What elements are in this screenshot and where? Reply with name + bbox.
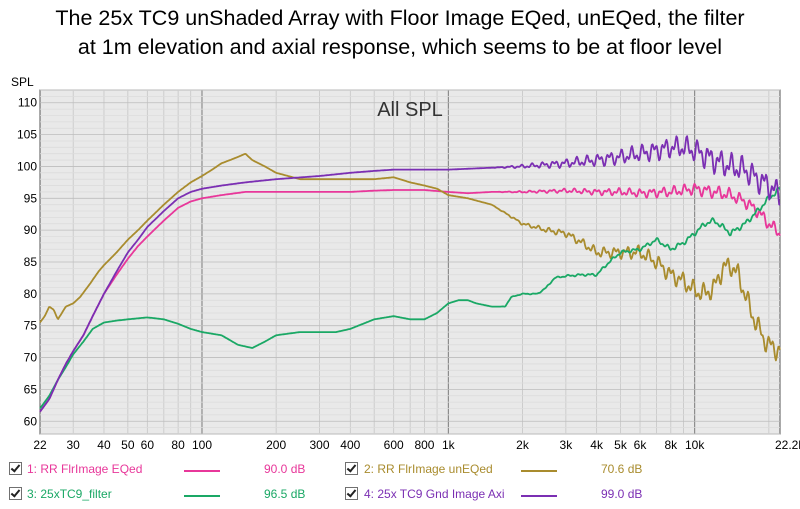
legend-swatch-1: [184, 470, 220, 472]
legend-value-3: 96.5 dB: [264, 487, 306, 501]
chart-title: The 25x TC9 unShaded Array with Floor Im…: [0, 4, 800, 62]
x-tick-label: 50: [121, 438, 135, 452]
series-curve-4: [39, 135, 781, 413]
legend-label-3: 3: 25xTC9_filter: [27, 487, 112, 501]
x-tick-label: 80: [171, 438, 185, 452]
x-tick-label: 600: [384, 438, 404, 452]
x-tick-label: 6k: [634, 438, 648, 452]
x-tick-label: 60: [141, 438, 155, 452]
legend-label-2: 2: RR FlrImage unEQed: [364, 462, 493, 476]
x-tick-label: 100: [192, 438, 212, 452]
spl-plot[interactable]: All SPL SPL 60 65 70 75 80 85 90 95 100 105 110 22 3…: [0, 0, 800, 460]
legend-swatch-4: [521, 495, 557, 497]
x-tick-label: 4k: [590, 438, 604, 452]
y-tick-label: 70: [24, 351, 38, 365]
x-tick-label: 300: [310, 438, 330, 452]
y-tick-label: 95: [24, 191, 38, 205]
x-tick-label: 3k: [560, 438, 574, 452]
curves: [39, 135, 781, 413]
legend-checkbox-4[interactable]: [345, 487, 358, 500]
plot-overlay-title: All SPL: [377, 99, 443, 121]
chart-title-line1: The 25x TC9 unShaded Array with Floor Im…: [55, 6, 745, 30]
legend-checkbox-1[interactable]: [9, 462, 22, 475]
series-curve-1: [39, 182, 781, 413]
legend-row-2: 3: 25xTC9_filter 96.5 dB 4: 25x TC9 Gnd …: [0, 484, 800, 504]
legend-swatch-2: [521, 470, 557, 472]
y-axis-label: SPL: [11, 75, 34, 89]
legend-label-1: 1: RR FlrImage EQed: [27, 462, 143, 476]
legend-label-4: 4: 25x TC9 Gnd Image Axi: [364, 487, 505, 501]
y-tick-label: 100: [17, 159, 37, 173]
x-tick-label: 2k: [516, 438, 530, 452]
x-tick-label: 400: [340, 438, 360, 452]
x-tick-label: 1k: [442, 438, 456, 452]
legend-checkbox-3[interactable]: [9, 487, 22, 500]
y-tick-label: 105: [17, 128, 37, 142]
legend-value-2: 70.6 dB: [601, 462, 643, 476]
y-tick-label: 80: [24, 287, 38, 301]
x-tick-label: 200: [266, 438, 286, 452]
x-tick-label: 5k: [614, 438, 628, 452]
axis-ticks: 60 65 70 75 80 85 90 95 100 105 110 22 30 40 50 60 80 100…: [17, 96, 800, 452]
legend-checkbox-2[interactable]: [345, 462, 358, 475]
chart-title-line2: at 1m elevation and axial response, whic…: [77, 35, 723, 59]
series-curve-3: [39, 186, 781, 410]
legend-swatch-3: [184, 495, 220, 497]
y-tick-label: 60: [24, 414, 38, 428]
legend-value-4: 99.0 dB: [601, 487, 643, 501]
x-tick-label: 30: [67, 438, 81, 452]
y-tick-label: 90: [24, 223, 38, 237]
x-tick-label: 8k: [664, 438, 678, 452]
x-tick-label: 22: [33, 438, 47, 452]
x-tick-label: 800: [414, 438, 434, 452]
grid: [40, 89, 780, 435]
x-tick-label: 40: [97, 438, 111, 452]
legend-value-1: 90.0 dB: [264, 462, 306, 476]
y-tick-label: 65: [24, 382, 38, 396]
x-tick-label: 10k: [685, 438, 705, 452]
series-curve-2: [39, 153, 781, 362]
y-tick-label: 110: [18, 96, 37, 110]
x-tick-label: 22.2kHz: [775, 438, 800, 452]
legend-row-1: 1: RR FlrImage EQed 90.0 dB 2: RR FlrIma…: [0, 459, 800, 479]
y-tick-label: 85: [24, 255, 38, 269]
y-tick-label: 75: [24, 319, 38, 333]
